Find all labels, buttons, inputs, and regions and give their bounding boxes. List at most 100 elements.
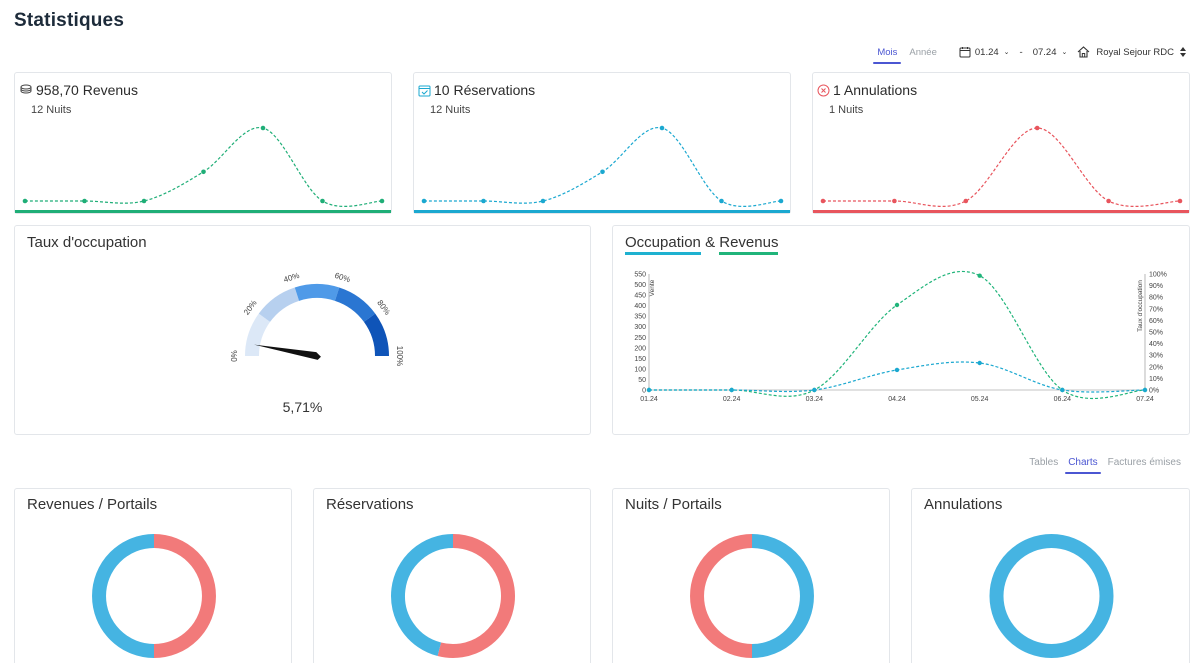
gauge-segment — [245, 313, 271, 356]
tab-charts[interactable]: Charts — [1063, 457, 1102, 474]
y-right-tick-label: 20% — [1149, 364, 1163, 371]
donut-slice[interactable] — [153, 534, 216, 658]
kpi-card-reservations: 10 Réservations 12 Nuits — [413, 72, 791, 214]
x-tick-label: 03.24 — [806, 396, 824, 403]
occupancy-card: Taux d'occupation 0% 20% 40% 60% 80% 100% 5,7… — [14, 225, 591, 435]
y-right-axis-label: Taux d'occupation — [1137, 280, 1144, 332]
legend-revenus[interactable]: Revenus — [719, 234, 779, 255]
kpi-reservations-subtitle: 12 Nuits — [430, 104, 471, 116]
annulations-sparkline — [820, 125, 1183, 208]
title-ampersand: & — [705, 234, 716, 251]
tab-annee[interactable]: Année — [909, 46, 937, 58]
occ-rev-chart: 550500450400350300250200150100500100%90%… — [634, 270, 1167, 403]
x-tick-label: 02.24 — [723, 396, 741, 403]
tab-tables[interactable]: Tables — [1029, 457, 1059, 468]
donut-card-revenues-portails: Revenues / Portails — [14, 488, 292, 663]
series-point — [894, 367, 900, 373]
kpi-annulations-bar — [813, 210, 1189, 213]
sparkline-point — [540, 198, 546, 204]
donut-title: Réservations — [326, 496, 414, 513]
gauge-segment — [334, 287, 376, 322]
series-point — [1142, 387, 1148, 393]
gauge-tick-label: 100% — [395, 346, 404, 366]
donut-chart — [989, 534, 1114, 658]
occ-rev-card: Occupation & Revenus 550 500 450 400 350 300 2… — [612, 225, 1190, 435]
donut-slice[interactable] — [437, 534, 515, 658]
page-title: Statistiques — [14, 10, 125, 31]
y-right-tick-label: 60% — [1149, 318, 1163, 325]
gauge-tick-label: 60% — [333, 271, 351, 285]
kpi-card-revenus: 958,70 Revenus 12 Nuits — [14, 72, 392, 214]
donut-title: Revenues / Portails — [27, 496, 158, 513]
donut-title: Nuits / Portails — [625, 496, 722, 513]
x-tick-label: 04.24 — [888, 396, 906, 403]
sparkline-point — [1177, 198, 1183, 204]
legend-occupation[interactable]: Occupation — [625, 234, 701, 255]
donut-slice[interactable] — [391, 534, 454, 657]
chevron-down-icon: ⌄ — [1061, 49, 1068, 56]
calendar-check-icon — [418, 85, 431, 96]
donut-slice[interactable] — [92, 534, 155, 658]
sparkline-path — [822, 127, 1181, 208]
kpi-annulations-title: 1 Annulations — [833, 82, 918, 98]
kpi-reservations-bar — [414, 210, 790, 213]
y-left-tick-label: 250 — [634, 335, 646, 342]
occupancy-gauge: 0% 20% 40% 60% 80% 100% — [230, 271, 404, 366]
date-from[interactable]: 01.24 — [974, 46, 999, 58]
gauge-tick-label: 80% — [375, 298, 392, 316]
gauge-tick-label: 20% — [242, 298, 259, 316]
y-left-tick-label: 150 — [634, 356, 646, 363]
sparkline-point — [260, 125, 266, 131]
y-left-axis-label: Vente — [649, 279, 656, 296]
y-right-tick-label: 40% — [1149, 341, 1163, 348]
gauge-tick-label: 40% — [283, 271, 301, 285]
date-to[interactable]: 07.24 — [1032, 46, 1057, 58]
gauge-needle — [254, 344, 321, 360]
occupancy-value: 5,71% — [282, 399, 323, 415]
kpi-revenus-bar — [15, 210, 391, 213]
kpi-revenus-subtitle: 12 Nuits — [31, 104, 72, 116]
series-point — [646, 387, 652, 393]
property-select[interactable]: Royal Sejour RDC — [1077, 46, 1186, 58]
date-range-picker[interactable]: 01.24 ⌄ - 07.24 ⌄ — [959, 46, 1067, 58]
y-right-tick-label: 90% — [1149, 283, 1163, 290]
tab-mois[interactable]: Mois — [871, 47, 903, 64]
sparkline-path — [423, 127, 782, 208]
filter-toolbar: Mois Année 01.24 ⌄ - 07.24 ⌄ Royal Sejour … — [871, 46, 1186, 64]
gauge-segment — [258, 287, 300, 322]
gauge-tick-label: 0% — [230, 350, 239, 362]
x-tick-label: 06.24 — [1054, 396, 1072, 403]
donut-slice[interactable] — [690, 534, 753, 658]
tab-factures[interactable]: Factures émises — [1107, 457, 1181, 468]
x-tick-label: 07.24 — [1136, 396, 1154, 403]
occupancy-title: Taux d'occupation — [27, 234, 147, 251]
donut-card-annulations: Annulations — [911, 488, 1190, 663]
series-point — [977, 273, 982, 278]
coins-icon — [20, 84, 32, 94]
home-icon — [1078, 46, 1090, 58]
y-right-tick-label: 80% — [1149, 295, 1163, 302]
series-point — [729, 387, 734, 393]
y-left-tick-label: 50 — [638, 377, 646, 384]
y-left-tick-label: 550 — [634, 272, 646, 279]
sparkline-point — [1034, 125, 1040, 131]
sparkline-point — [963, 198, 969, 204]
donut-chart — [92, 534, 216, 658]
series-point — [894, 302, 900, 308]
kpi-reservations-title: 10 Réservations — [434, 82, 536, 98]
y-left-tick-label: 450 — [634, 293, 646, 300]
x-tick-label: 01.24 — [640, 396, 658, 403]
sort-icon — [1180, 47, 1186, 57]
kpi-revenus-title: 958,70 Revenus — [36, 82, 138, 98]
donut-slice[interactable] — [751, 534, 814, 658]
kpi-card-annulations: 1 Annulations 1 Nuits — [812, 72, 1190, 214]
sparkline-point — [659, 125, 665, 131]
sparkline-point — [600, 169, 605, 175]
donut-slice[interactable] — [989, 534, 1114, 658]
series-point — [1060, 387, 1065, 393]
series-point — [977, 360, 982, 366]
property-name: Royal Sejour RDC — [1096, 46, 1174, 58]
sparkline-point — [141, 198, 147, 204]
donut-chart — [690, 534, 814, 658]
y-right-tick-label: 10% — [1149, 376, 1163, 383]
